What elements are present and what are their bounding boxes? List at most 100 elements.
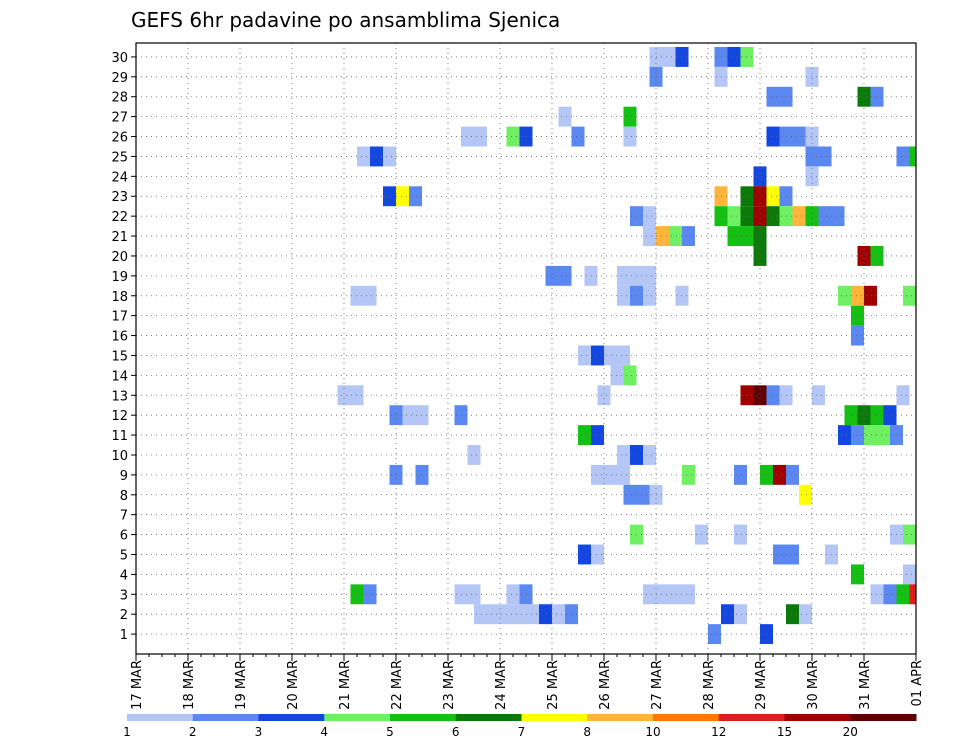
- heatmap-cell: [617, 464, 630, 485]
- heatmap-cell: [363, 584, 377, 605]
- y-axis: 1234567891011121314151617181920212223242…: [111, 51, 136, 643]
- heatmap-cell: [851, 325, 864, 346]
- y-tick-label: 24: [111, 170, 128, 185]
- heatmap-cell: [578, 544, 591, 565]
- heatmap-cell: [669, 584, 682, 605]
- heatmap-cell: [851, 305, 864, 326]
- heatmap-cell: [643, 584, 656, 605]
- legend-swatch: [850, 714, 917, 721]
- heatmap-cell: [721, 604, 734, 625]
- x-tick-label: 19 MAR: [234, 660, 249, 710]
- heatmap-cell: [474, 604, 487, 625]
- y-tick-label: 21: [111, 230, 128, 245]
- heatmap-cell: [337, 385, 351, 406]
- x-tick-label: 25 MAR: [546, 660, 561, 710]
- heatmap-cell: [786, 544, 799, 565]
- heatmap-cell: [753, 226, 767, 247]
- heatmap-cell: [831, 206, 845, 227]
- heatmap-cell: [812, 385, 825, 406]
- heatmap-cell: [383, 186, 396, 207]
- x-tick-label: 22 MAR: [390, 660, 405, 710]
- heatmap-cell: [753, 166, 767, 187]
- heatmap-cell: [903, 564, 916, 585]
- y-tick-label: 30: [111, 51, 128, 66]
- heatmap-cell: [857, 246, 871, 266]
- legend-swatch: [258, 714, 325, 721]
- y-tick-label: 12: [111, 409, 128, 424]
- heatmap-cell: [786, 604, 799, 625]
- legend-swatch: [192, 714, 259, 721]
- legend-swatch: [390, 714, 457, 721]
- heatmap-cell: [792, 126, 806, 147]
- legend-label: 10: [645, 725, 660, 739]
- legend-swatch: [784, 714, 851, 721]
- heatmap-cell: [851, 564, 864, 585]
- heatmap-cell: [896, 584, 910, 605]
- heatmap-cell: [734, 464, 747, 485]
- heatmap-cell: [903, 285, 916, 306]
- chart-title: GEFS 6hr padavine po ansamblima Sjenica: [131, 8, 560, 32]
- y-tick-label: 27: [111, 111, 128, 126]
- y-tick-label: 15: [111, 349, 128, 364]
- heatmap-cell: [734, 604, 747, 625]
- y-tick-label: 13: [111, 389, 128, 404]
- heatmap-cell: [623, 365, 637, 386]
- heatmap-cell: [864, 425, 877, 446]
- heatmap-cell: [402, 405, 416, 426]
- heatmap-cell: [643, 445, 656, 465]
- y-tick-label: 3: [120, 588, 128, 603]
- heatmap-cell: [662, 46, 676, 67]
- heatmap-cell: [883, 584, 897, 605]
- heatmap-cell: [571, 126, 585, 147]
- heatmap-cell: [708, 624, 721, 645]
- legend-label: 7: [518, 725, 526, 739]
- heatmap-cell: [851, 425, 864, 446]
- heatmap-cell: [604, 345, 617, 366]
- heatmap-cell: [623, 106, 637, 127]
- heatmap-cell: [766, 186, 780, 207]
- x-tick-label: 21 MAR: [338, 660, 353, 710]
- x-tick-label: 29 MAR: [754, 660, 769, 710]
- heatmap-cell: [617, 285, 630, 306]
- y-tick-label: 20: [111, 250, 128, 265]
- heatmap-cell: [766, 385, 780, 406]
- heatmap-cell: [597, 385, 611, 406]
- heatmap-cell: [617, 345, 630, 366]
- heatmap-cell: [734, 524, 747, 545]
- heatmap-cell: [383, 146, 396, 167]
- heatmap-cell: [643, 285, 656, 306]
- legend-swatch: [455, 714, 522, 721]
- heatmap-cell: [669, 226, 682, 247]
- x-tick-label: 27 MAR: [650, 660, 665, 710]
- heatmap-cell: [766, 206, 780, 227]
- y-tick-label: 23: [111, 190, 128, 205]
- heatmap-cell: [753, 186, 767, 207]
- y-tick-label: 29: [111, 71, 128, 86]
- y-tick-label: 8: [120, 489, 128, 504]
- heatmap-cell: [643, 265, 656, 286]
- heatmap-cell: [896, 146, 910, 167]
- y-tick-label: 7: [120, 509, 128, 524]
- heatmap-cell: [909, 146, 916, 167]
- heatmap-cell: [818, 146, 832, 167]
- heatmap-cell: [636, 484, 650, 505]
- heatmap-cell: [857, 405, 871, 426]
- heatmap-cell: [727, 206, 741, 227]
- heatmap-cell: [506, 584, 520, 605]
- heatmap-cell: [357, 146, 370, 167]
- heatmap-cell: [851, 285, 864, 306]
- x-tick-label: 20 MAR: [286, 660, 301, 710]
- heatmap-cells: [337, 46, 916, 645]
- y-tick-label: 28: [111, 91, 128, 106]
- heatmap-cell: [604, 464, 617, 485]
- heatmap-cell: [864, 285, 877, 306]
- heatmap-cell: [682, 584, 695, 605]
- legend-swatch: [587, 714, 654, 721]
- heatmap-cell: [883, 405, 897, 426]
- heatmap-cell: [903, 524, 916, 545]
- grid-lines: [136, 43, 916, 654]
- x-tick-label: 31 MAR: [858, 660, 873, 710]
- heatmap-cell: [838, 285, 851, 306]
- legend-label: 12: [711, 725, 726, 739]
